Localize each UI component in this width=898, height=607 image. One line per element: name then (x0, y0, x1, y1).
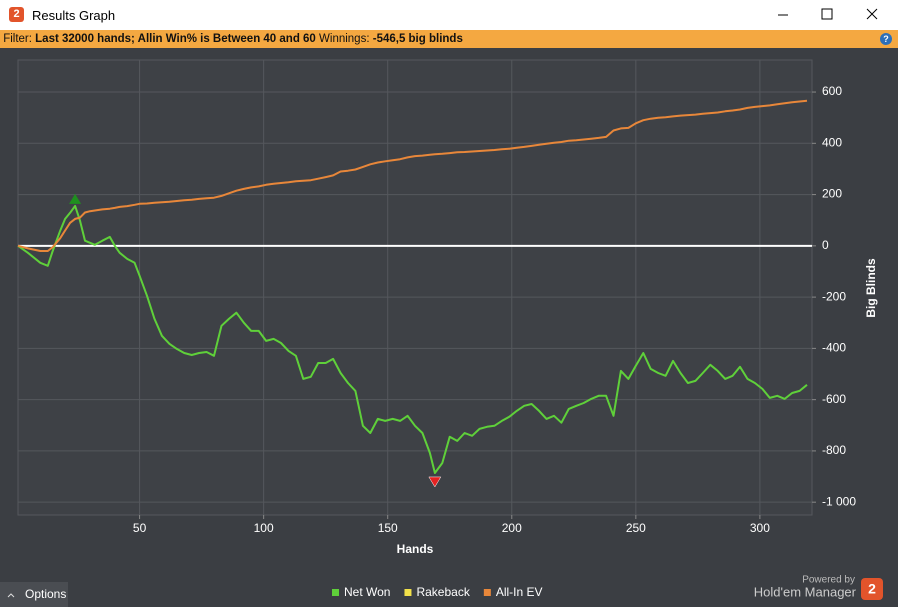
x-tick-label: 50 (133, 521, 147, 535)
x-tick-label: 100 (254, 521, 274, 535)
filter-bar: Filter: Last 32000 hands; Allin Win% is … (0, 30, 898, 48)
legend-swatch (404, 589, 412, 596)
plot-area (17, 59, 813, 516)
max-marker (69, 193, 82, 204)
winnings: -546,5 big blinds (372, 33, 463, 45)
window-controls[interactable] (778, 0, 898, 30)
series-line (17, 99, 808, 252)
legend-label: Rakeback (416, 585, 470, 599)
maximize[interactable] (821, 8, 833, 20)
min-marker (428, 476, 442, 488)
y-tick-label: -200 (822, 289, 846, 303)
y-tick-label: -1 000 (822, 494, 856, 508)
x-axis-label: Hands (397, 542, 434, 556)
options-text[interactable]: Options (25, 587, 66, 601)
y-tick-label: -400 (822, 341, 846, 355)
y-tick-label: 600 (822, 84, 842, 98)
x-tick-label: 300 (750, 521, 770, 535)
product-name: Hold'em Manager (754, 584, 857, 599)
powered-by: Powered by (802, 575, 855, 586)
chart: Hands Big Blinds Options Powered by Hold… (0, 48, 898, 607)
legend-swatch (483, 589, 491, 596)
legend-swatch (332, 589, 339, 596)
filter-criteria: Last 32000 hands; Allin Win% is Between … (35, 33, 316, 45)
close[interactable] (866, 8, 878, 20)
filter-label: Filter: (3, 33, 32, 45)
x-tick-label: 250 (626, 521, 646, 535)
y-tick-label: -600 (822, 392, 846, 406)
title-bar: 2 Results Graph (0, 0, 898, 30)
y-tick-label: 200 (822, 187, 842, 201)
y-axis-label: Big Blinds (864, 258, 878, 318)
x-tick-label: 150 (378, 521, 398, 535)
y-tick-label: 0 (822, 238, 829, 252)
y-tick-label: -800 (822, 443, 846, 457)
y-tick-label: 400 (822, 135, 842, 149)
legend-label: All-In EV (496, 585, 543, 599)
help-icon[interactable]: ? (880, 33, 892, 45)
app-icon: 2 (9, 7, 24, 22)
winnings-label: Winnings: (319, 33, 370, 45)
window-title: Results Graph (32, 8, 116, 23)
product-logo-text: 2 (868, 581, 876, 597)
options-arrow[interactable] (7, 593, 15, 598)
legend-label: Net Won (344, 585, 390, 599)
grid (18, 60, 812, 515)
product-logo (861, 578, 883, 600)
series-line (17, 204, 808, 474)
x-tick-label: 200 (502, 521, 522, 535)
